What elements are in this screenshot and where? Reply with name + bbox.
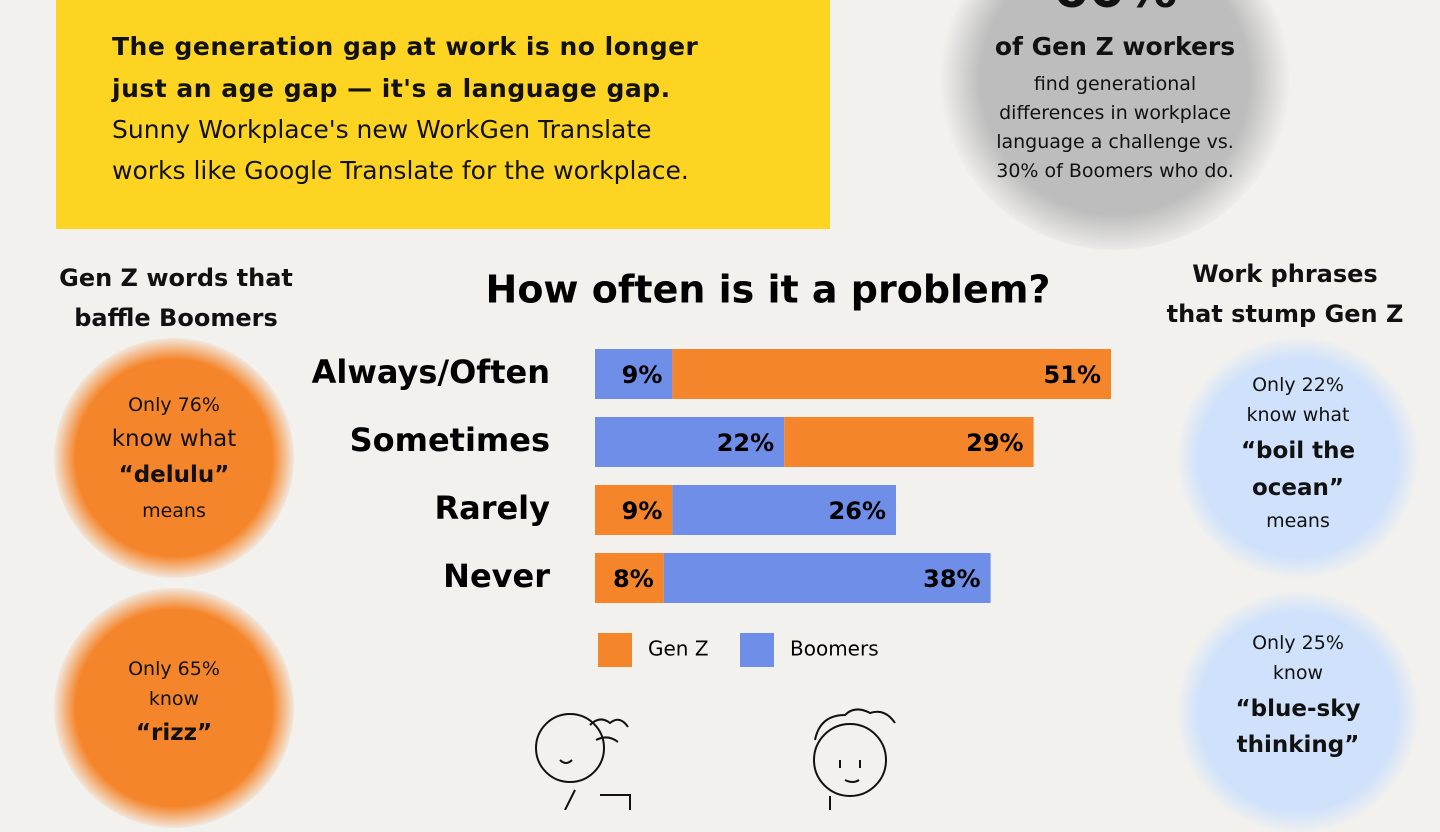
chart-title: How often is it a problem? xyxy=(486,268,1051,312)
intro-text: works like Google Translate for the work… xyxy=(112,156,689,185)
bar-segment xyxy=(595,485,673,535)
stat-line: language a challenge vs. xyxy=(996,131,1234,153)
stat-figure: 60% xyxy=(940,0,1290,20)
stat-line: 30% of Boomers who do. xyxy=(996,160,1234,182)
heading-line: Gen Z words that xyxy=(59,264,293,292)
right-heading: Work phrases that stump Gen Z xyxy=(1145,254,1425,334)
circle-word: “rizz” xyxy=(135,720,213,746)
circle-word: “boil the xyxy=(1240,438,1356,464)
value-label: 9% xyxy=(622,497,663,525)
bar-segment xyxy=(672,349,1111,399)
stat-headline: of Gen Z workers xyxy=(994,32,1236,61)
value-label: 26% xyxy=(829,497,886,525)
category-label: Never xyxy=(443,557,550,595)
phrase-circle: Only 22% know what “boil the ocean” mean… xyxy=(1178,338,1418,578)
heading-line: baffle Boomers xyxy=(74,304,278,332)
circle-text: know what xyxy=(111,426,237,452)
chart: How often is it a problem? Always/Often 9… xyxy=(312,268,1111,810)
intro-bold: just an age gap — it's a language gap. xyxy=(112,74,671,103)
legend-label: Gen Z xyxy=(648,637,709,661)
heading-line: that stump Gen Z xyxy=(1166,300,1404,328)
circle-text: Only 65% xyxy=(128,658,220,680)
intro-text: Sunny Workplace's new WorkGen Translate xyxy=(112,115,652,144)
legend-swatch xyxy=(740,633,774,667)
circle-word: “delulu” xyxy=(118,462,230,488)
illustration xyxy=(535,708,896,810)
value-label: 38% xyxy=(923,565,980,593)
stat-line: find generational xyxy=(1033,73,1197,95)
word-circle: Only 65% know “rizz” xyxy=(54,588,294,828)
value-label: 51% xyxy=(1044,361,1101,389)
category-label: Sometimes xyxy=(350,421,550,459)
intro-box: The generation gap at work is no longer … xyxy=(56,0,830,229)
value-label: 29% xyxy=(966,429,1023,457)
circle-text: know what xyxy=(1246,404,1350,426)
circle-word: thinking” xyxy=(1236,732,1360,758)
bar-segment xyxy=(784,417,1034,467)
bar-segment xyxy=(595,349,673,399)
circle-word: ocean” xyxy=(1251,475,1345,501)
bar-segment xyxy=(595,417,785,467)
bar-segment xyxy=(663,553,991,603)
left-heading: Gen Z words that baffle Boomers xyxy=(36,258,316,338)
phrase-circle: Only 25% know “blue-sky thinking” xyxy=(1178,592,1418,832)
circle-text: Only 22% xyxy=(1252,374,1344,396)
legend-swatch xyxy=(598,633,632,667)
category-label: Rarely xyxy=(434,489,550,527)
value-label: 9% xyxy=(622,361,663,389)
circle-text: Only 25% xyxy=(1252,632,1344,654)
circle-text: know xyxy=(1272,662,1324,684)
word-circle: Only 76% know what “delulu” means xyxy=(54,338,294,578)
value-label: 8% xyxy=(613,565,654,593)
value-label: 22% xyxy=(717,429,774,457)
circle-text: means xyxy=(142,500,206,522)
legend-label: Boomers xyxy=(790,637,879,661)
page: The generation gap at work is no longer … xyxy=(36,0,1425,832)
circle-text: Only 76% xyxy=(128,394,220,416)
stat-text: find generational differences in workpla… xyxy=(940,70,1290,186)
category-label: Always/Often xyxy=(312,353,550,391)
stat-line: differences in workplace xyxy=(999,102,1231,124)
circle-word: “blue-sky xyxy=(1235,696,1361,722)
heading-line: Work phrases xyxy=(1192,260,1378,288)
bar-segment xyxy=(672,485,896,535)
circle-text: means xyxy=(1266,510,1330,532)
intro-bold: The generation gap at work is no longer xyxy=(112,32,699,61)
bar-segment xyxy=(595,553,664,603)
circle-text: know xyxy=(148,688,200,710)
